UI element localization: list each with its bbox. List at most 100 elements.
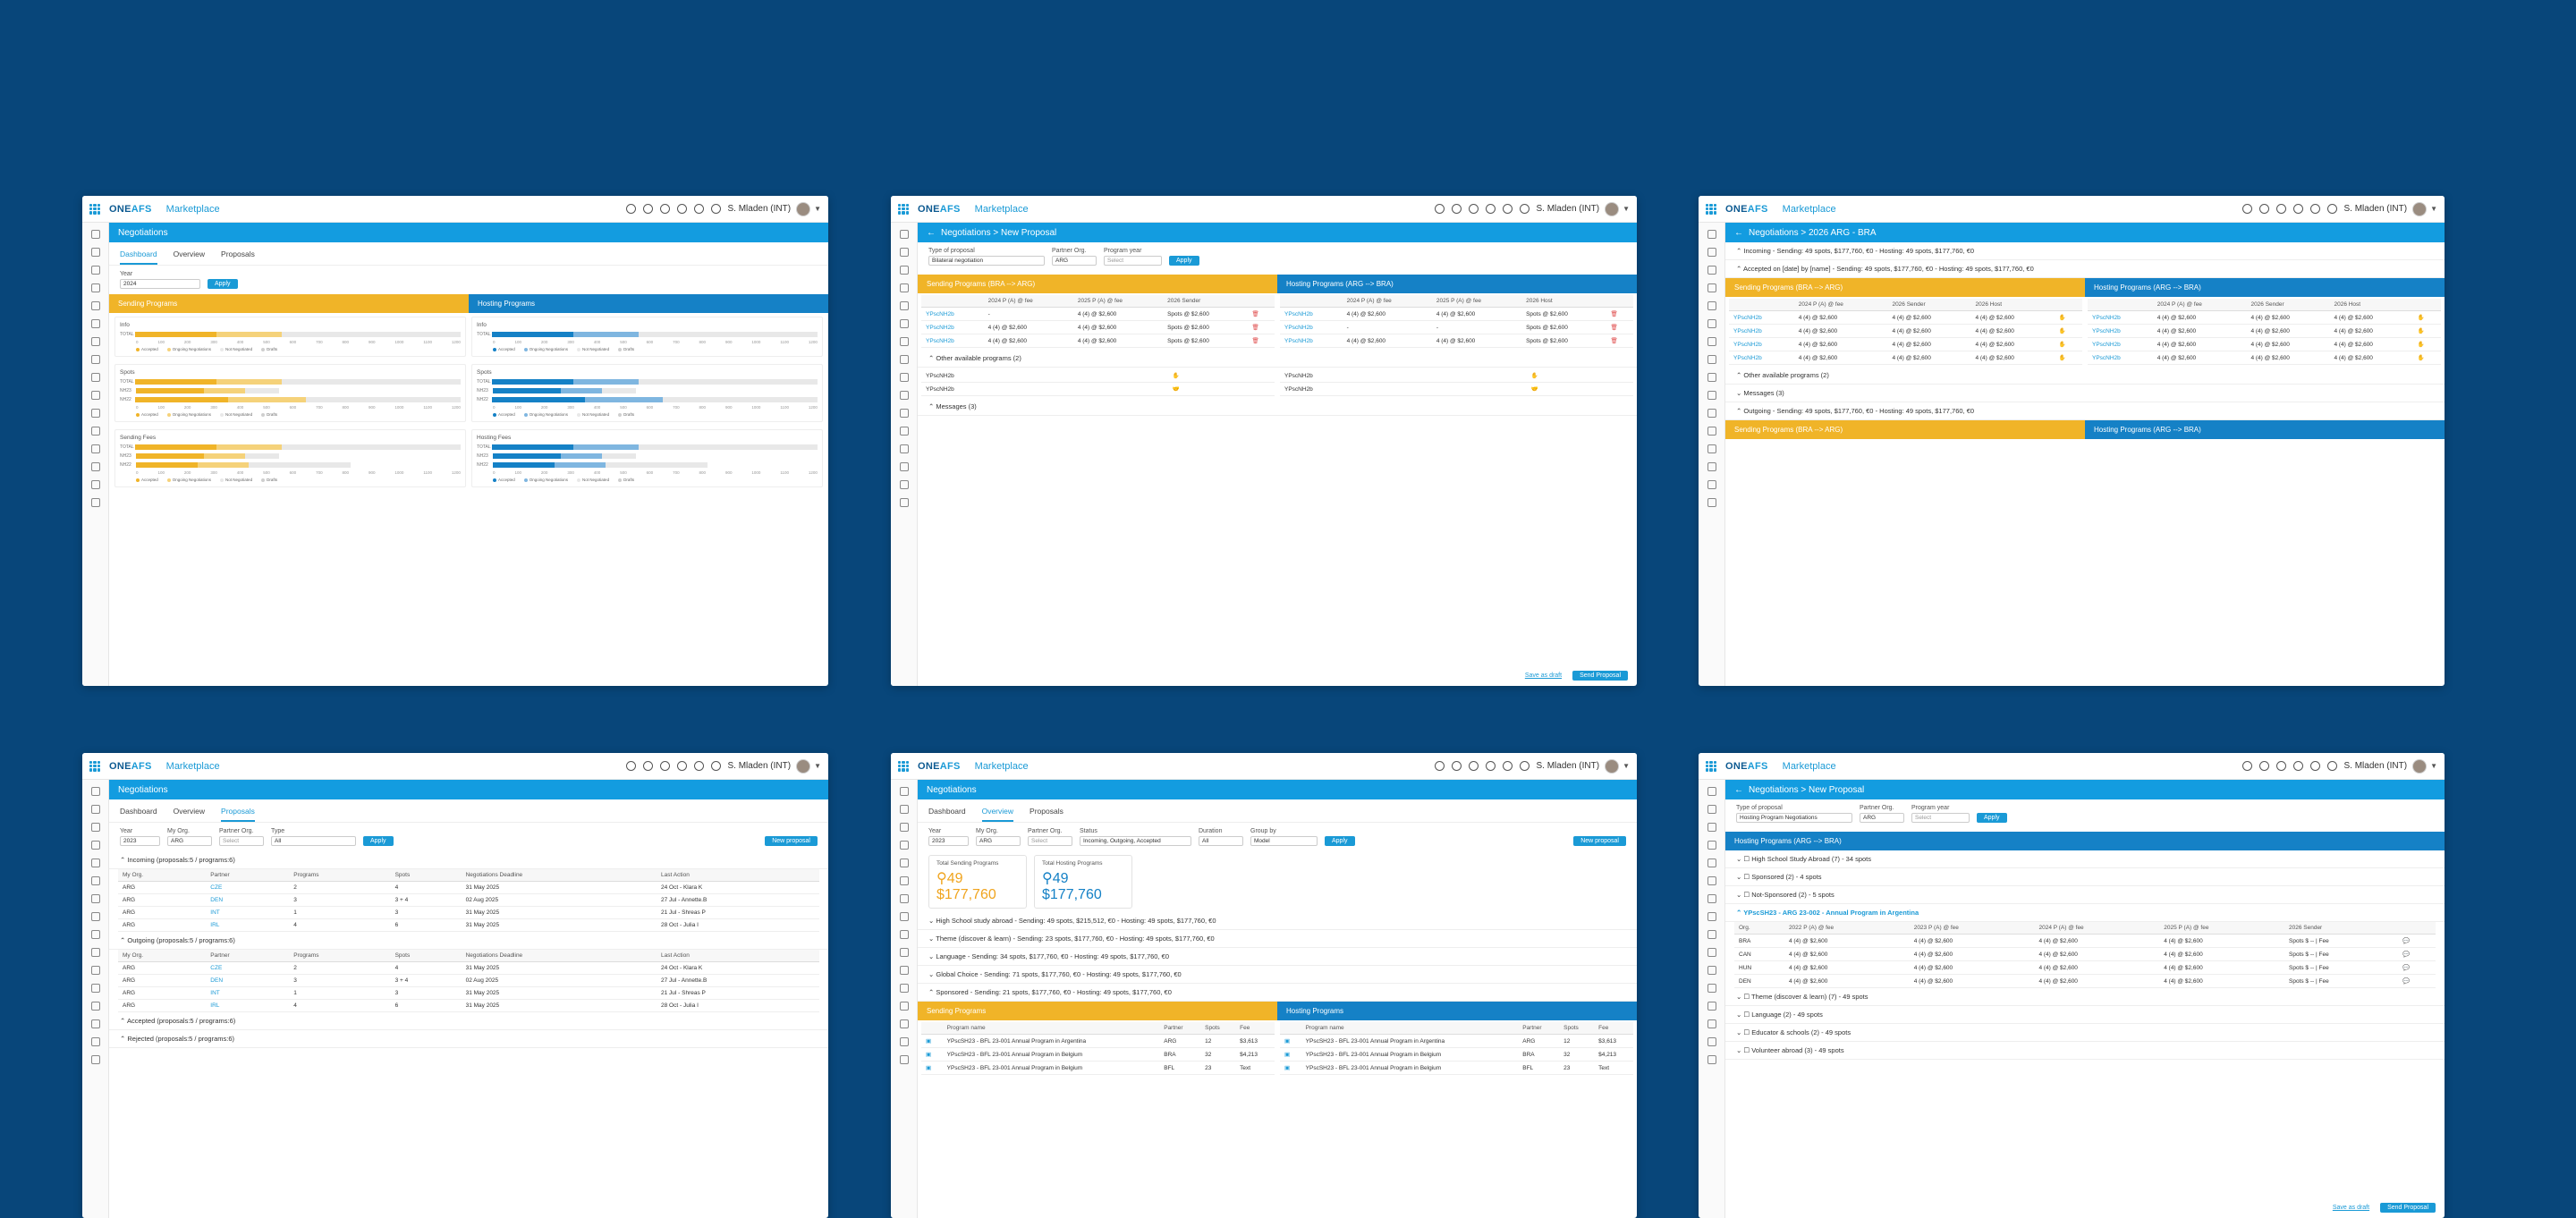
group-row[interactable]: ⌄ ☐ Not-Sponsored (2) - 5 spots bbox=[1725, 886, 2445, 904]
accepted-section[interactable]: ⌃ Accepted on [date] by [name] - Sending… bbox=[1725, 260, 2445, 278]
mail-icon[interactable] bbox=[1485, 204, 1496, 214]
table-row[interactable]: ARG CZE 2 4 31 May 2025 24 Oct - Klara K bbox=[118, 961, 819, 975]
messages-toggle[interactable]: ⌄ Messages (3) bbox=[1725, 385, 2445, 402]
sidebar-icon[interactable] bbox=[899, 230, 909, 239]
send-proposal-button[interactable]: Send Proposal bbox=[1572, 671, 1628, 681]
program-link[interactable]: YPscNH2b bbox=[1280, 307, 1343, 321]
flag-icon[interactable] bbox=[693, 204, 704, 214]
save-draft-link[interactable]: Save as draft bbox=[2332, 1205, 2370, 1211]
program-link[interactable]: YPscNH2b bbox=[921, 334, 984, 348]
sidebar-icon[interactable] bbox=[1707, 841, 1716, 850]
year-select[interactable]: Select bbox=[1911, 813, 1970, 823]
cell[interactable]: IRL bbox=[206, 999, 290, 1012]
chevron-down-icon[interactable]: ▼ bbox=[814, 762, 821, 770]
sidebar-icon[interactable] bbox=[90, 462, 100, 471]
hand-icon[interactable]: ✋ bbox=[1526, 369, 1633, 383]
network-icon[interactable] bbox=[1451, 761, 1462, 771]
user-name[interactable]: S. Mladen (INT) bbox=[1536, 761, 1600, 771]
sidebar-icon[interactable] bbox=[899, 462, 909, 471]
trash-icon[interactable]: 🗑 bbox=[1247, 307, 1275, 321]
sidebar-icon[interactable] bbox=[90, 427, 100, 436]
sidebar-icon[interactable] bbox=[90, 444, 100, 453]
back-arrow-icon[interactable]: ← bbox=[1734, 227, 1743, 238]
program-link[interactable]: YPscNH2b bbox=[2088, 324, 2153, 338]
sidebar-icon[interactable] bbox=[90, 912, 100, 921]
cell[interactable]: DEN bbox=[206, 974, 290, 987]
sidebar-icon[interactable] bbox=[90, 248, 100, 257]
sidebar-icon[interactable] bbox=[1707, 462, 1716, 471]
user-name[interactable]: S. Mladen (INT) bbox=[2343, 204, 2408, 214]
comment-icon[interactable]: 💬 bbox=[2397, 974, 2436, 988]
cell[interactable]: INT bbox=[206, 986, 290, 1000]
group-row[interactable]: ⌄ ☐ Volunteer abroad (3) - 49 spots bbox=[1725, 1042, 2445, 1060]
avatar[interactable] bbox=[1605, 758, 1620, 774]
settings-icon[interactable] bbox=[625, 204, 636, 214]
refresh-icon[interactable] bbox=[710, 761, 721, 771]
spots-field[interactable]: Spots $ -- | Fee bbox=[2284, 934, 2398, 948]
program-row[interactable]: ⌃ YPscSH23 - ARG 23-002 - Annual Program… bbox=[1725, 904, 2445, 922]
year-select[interactable]: Select bbox=[1104, 256, 1162, 266]
group-row[interactable]: ⌃ Sponsored - Sending: 21 spots, $177,76… bbox=[918, 984, 1637, 1002]
chevron-down-icon[interactable]: ▼ bbox=[1623, 762, 1630, 770]
network-icon[interactable] bbox=[642, 204, 653, 214]
hand-icon[interactable]: ✋ bbox=[2054, 351, 2082, 365]
back-arrow-icon[interactable]: ← bbox=[927, 227, 936, 238]
brand-logo[interactable]: ONEAFS bbox=[918, 760, 961, 772]
cell[interactable]: IRL bbox=[206, 918, 290, 932]
sidebar-icon[interactable] bbox=[1707, 966, 1716, 975]
home-icon[interactable] bbox=[1468, 204, 1479, 214]
brand-logo[interactable]: ONEAFS bbox=[1725, 203, 1768, 215]
comment-icon[interactable]: 💬 bbox=[2397, 960, 2436, 975]
sidebar-icon[interactable] bbox=[1707, 1037, 1716, 1046]
other-programs-toggle[interactable]: ⌃ Other available programs (2) bbox=[918, 350, 1637, 368]
sidebar-icon[interactable] bbox=[1707, 355, 1716, 364]
sidebar-icon[interactable] bbox=[90, 283, 100, 292]
app-grid-icon[interactable] bbox=[1706, 760, 1716, 772]
cell[interactable]: INT bbox=[206, 906, 290, 919]
group-row[interactable]: ⌄ Global Choice - Sending: 71 spots, $17… bbox=[918, 966, 1637, 984]
spots-field[interactable]: Spots @ $2,600 bbox=[1163, 320, 1248, 334]
trash-icon[interactable]: 🗑 bbox=[1247, 320, 1275, 334]
tab-dashboard[interactable]: Dashboard bbox=[120, 250, 157, 265]
sidebar-icon[interactable] bbox=[1707, 912, 1716, 921]
table-row[interactable]: ARG DEN 3 3 + 4 02 Aug 2025 27 Jul - Annette.… bbox=[118, 893, 819, 907]
sidebar-icon[interactable] bbox=[90, 859, 100, 867]
new-proposal-button[interactable]: New proposal bbox=[1573, 836, 1626, 846]
sidebar-icon[interactable] bbox=[899, 1019, 909, 1028]
spots-field[interactable]: Spots $ -- | Fee bbox=[2284, 974, 2398, 988]
comment-icon[interactable]: 💬 bbox=[2397, 947, 2436, 961]
sidebar-icon[interactable] bbox=[1707, 480, 1716, 489]
home-icon[interactable] bbox=[2275, 761, 2286, 771]
program-link[interactable]: YPscNH2b bbox=[1729, 337, 1794, 351]
sidebar-icon[interactable] bbox=[1707, 1055, 1716, 1064]
apply-button[interactable]: Apply bbox=[363, 836, 394, 846]
sidebar-icon[interactable] bbox=[899, 984, 909, 993]
sidebar-icon[interactable] bbox=[90, 966, 100, 975]
sidebar-icon[interactable] bbox=[1707, 948, 1716, 957]
messages-toggle[interactable]: ⌃ Messages (3) bbox=[918, 398, 1637, 416]
group-row[interactable]: ⌄ ☐ Educator & schools (2) - 49 spots bbox=[1725, 1024, 2445, 1042]
sidebar-icon[interactable] bbox=[90, 930, 100, 939]
brand-logo[interactable]: ONEAFS bbox=[918, 203, 961, 215]
sidebar-icon[interactable] bbox=[90, 373, 100, 382]
sidebar-icon[interactable] bbox=[899, 355, 909, 364]
handshake-icon[interactable]: 🤝 bbox=[1167, 382, 1275, 396]
partner-select[interactable]: Select bbox=[1028, 836, 1072, 846]
sidebar-icon[interactable] bbox=[899, 805, 909, 814]
sidebar-icon[interactable] bbox=[90, 480, 100, 489]
status-select[interactable]: Incoming, Outgoing, Accepted bbox=[1080, 836, 1191, 846]
avatar[interactable] bbox=[2412, 201, 2428, 216]
home-icon[interactable] bbox=[659, 761, 670, 771]
settings-icon[interactable] bbox=[1434, 204, 1445, 214]
table-row[interactable]: ARG INT 1 3 31 May 2025 21 Jul - Shreas P bbox=[118, 906, 819, 919]
tab-overview[interactable]: Overview bbox=[173, 250, 206, 258]
flag-icon[interactable] bbox=[2309, 204, 2320, 214]
group-row[interactable]: ⌄ Language - Sending: 34 spots, $177,760… bbox=[918, 948, 1637, 966]
trash-icon[interactable]: 🗑 bbox=[1247, 334, 1275, 348]
home-icon[interactable] bbox=[659, 204, 670, 214]
sidebar-icon[interactable] bbox=[899, 787, 909, 796]
sidebar-icon[interactable] bbox=[899, 498, 909, 507]
sidebar-icon[interactable] bbox=[90, 1019, 100, 1028]
program-link[interactable]: YPscNH2b bbox=[1729, 324, 1794, 338]
sidebar-icon[interactable] bbox=[899, 444, 909, 453]
